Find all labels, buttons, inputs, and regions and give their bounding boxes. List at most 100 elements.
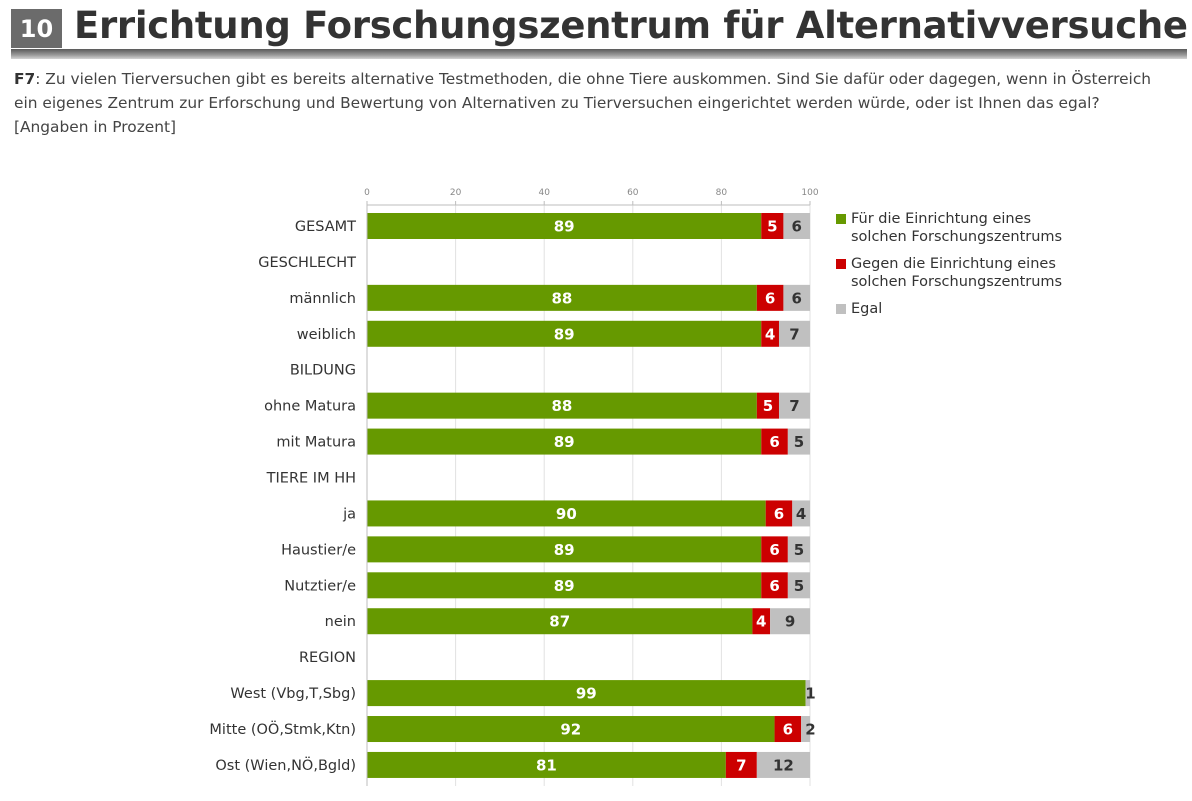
bar-segment-egal [783, 213, 810, 239]
bar-segment-egal [792, 500, 810, 527]
bar-segment-egal [778, 392, 810, 419]
bar-segment-gegen [752, 608, 771, 635]
bar-segment-egal [778, 320, 810, 347]
data-label-egal: 4 [796, 505, 806, 523]
data-label-fuer: 81 [536, 756, 557, 774]
page-title: Errichtung Forschungszentrum für Alterna… [74, 4, 1188, 47]
data-label-fuer: 90 [556, 505, 577, 523]
data-label-gegen: 4 [765, 325, 775, 343]
bar-segment-gegen [765, 500, 793, 527]
category-label: Haustier/e [281, 542, 356, 558]
data-label-fuer: 89 [554, 541, 575, 559]
bar-segment-fuer [367, 392, 757, 419]
x-tick-label: 40 [538, 188, 550, 198]
data-label-gegen: 6 [769, 577, 779, 595]
data-label-egal: 5 [794, 577, 804, 595]
legend-swatch-gegen [836, 259, 846, 269]
data-label-fuer: 89 [554, 218, 575, 236]
data-label-gegen: 5 [767, 218, 777, 236]
question-label: F7 [14, 70, 36, 88]
bar-segment-gegen [774, 716, 802, 743]
data-label-egal: 1 [805, 685, 815, 703]
x-tick-label: 20 [450, 188, 462, 198]
data-label-gegen: 6 [783, 721, 793, 739]
data-label-egal: 6 [791, 218, 801, 236]
data-label-egal: 9 [785, 613, 795, 631]
bar-segment-gegen [761, 213, 784, 239]
bar-segment-fuer [367, 284, 757, 311]
x-tick-label: 60 [627, 188, 639, 198]
data-label-fuer: 89 [554, 577, 575, 595]
data-label-gegen: 6 [769, 541, 779, 559]
category-label: mit Matura [276, 435, 356, 451]
data-label-fuer: 99 [576, 685, 597, 703]
data-label-egal: 2 [805, 721, 815, 739]
bar-segment-fuer [367, 680, 806, 707]
bar-segment-gegen [756, 392, 779, 419]
data-label-egal: 7 [789, 325, 799, 343]
bar-segment-egal [801, 716, 810, 743]
question-text: F7: Zu vielen Tierversuchen gibt es bere… [14, 67, 1174, 139]
bar-segment-fuer [367, 500, 766, 527]
bar-segment-gegen [725, 751, 757, 778]
legend-swatch-egal [836, 304, 846, 314]
category-label: Nutztier/e [284, 578, 356, 594]
category-label: Ost (Wien,NÖ,Bgld) [215, 756, 356, 774]
data-label-gegen: 4 [756, 613, 766, 631]
legend-label-egal: Egal [851, 301, 883, 317]
data-label-egal: 5 [794, 433, 804, 451]
bar-segment-egal [787, 536, 810, 563]
bar-segment-fuer [367, 320, 762, 347]
data-label-gegen: 6 [765, 289, 775, 307]
bar-segment-fuer [367, 751, 726, 778]
bar-segment-egal [756, 751, 810, 778]
bar-segment-egal [770, 608, 810, 635]
data-label-egal: 5 [794, 541, 804, 559]
bar-segment-gegen [761, 428, 788, 455]
legend-label-gegen: Gegen die Einrichtung eines solchen Forsc… [851, 256, 1063, 290]
data-label-gegen: 5 [763, 397, 773, 415]
data-label-fuer: 88 [551, 289, 572, 307]
category-label: weiblich [297, 327, 356, 343]
bar-segment-egal [783, 284, 810, 311]
data-label-egal: 6 [791, 289, 801, 307]
legend-item-egal: Egal [836, 300, 1136, 318]
category-label: ohne Matura [264, 399, 356, 415]
category-header-label: BILDUNG [290, 363, 356, 379]
data-label-gegen: 6 [774, 505, 784, 523]
bar-segment-fuer [367, 536, 762, 563]
bar-segment-gegen [756, 284, 784, 311]
bar-segment-egal [787, 428, 810, 455]
bar-segment-gegen [761, 320, 779, 347]
x-tick-label: 80 [716, 188, 728, 198]
data-label-fuer: 87 [549, 613, 570, 631]
bar-segment-fuer [367, 572, 762, 599]
bar-segment-fuer [367, 428, 762, 455]
data-label-fuer: 89 [554, 325, 575, 343]
legend-item-fuer: Für die Einrichtung eines solchen Forschu… [836, 210, 1136, 246]
question-body: : Zu vielen Tierversuchen gibt es bereit… [14, 70, 1152, 136]
category-label: ja [342, 506, 356, 522]
bar-segment-gegen [761, 572, 788, 599]
data-label-fuer: 88 [551, 397, 572, 415]
data-label-fuer: 89 [554, 433, 575, 451]
category-label: GESAMT [295, 219, 356, 235]
legend-swatch-fuer [836, 214, 846, 224]
category-header-label: GESCHLECHT [258, 255, 356, 271]
category-label: nein [325, 614, 356, 630]
bar-segment-gegen [761, 536, 788, 563]
data-label-egal: 7 [789, 397, 799, 415]
title-rule [11, 49, 1187, 59]
page-number: 10 [11, 9, 62, 48]
data-label-gegen: 6 [769, 433, 779, 451]
legend-item-gegen: Gegen die Einrichtung eines solchen Forsc… [836, 255, 1136, 291]
bar-segment-egal [805, 680, 810, 707]
legend-label-fuer: Für die Einrichtung eines solchen Forschu… [851, 211, 1063, 245]
x-tick-label: 0 [364, 188, 370, 198]
category-header-label: TIERE IM HH [266, 471, 356, 487]
category-label: Mitte (OÖ,Stmk,Ktn) [209, 720, 356, 738]
bar-segment-fuer [367, 213, 762, 239]
category-label: West (Vbg,T,Sbg) [230, 686, 356, 702]
bar-segment-egal [787, 572, 810, 599]
